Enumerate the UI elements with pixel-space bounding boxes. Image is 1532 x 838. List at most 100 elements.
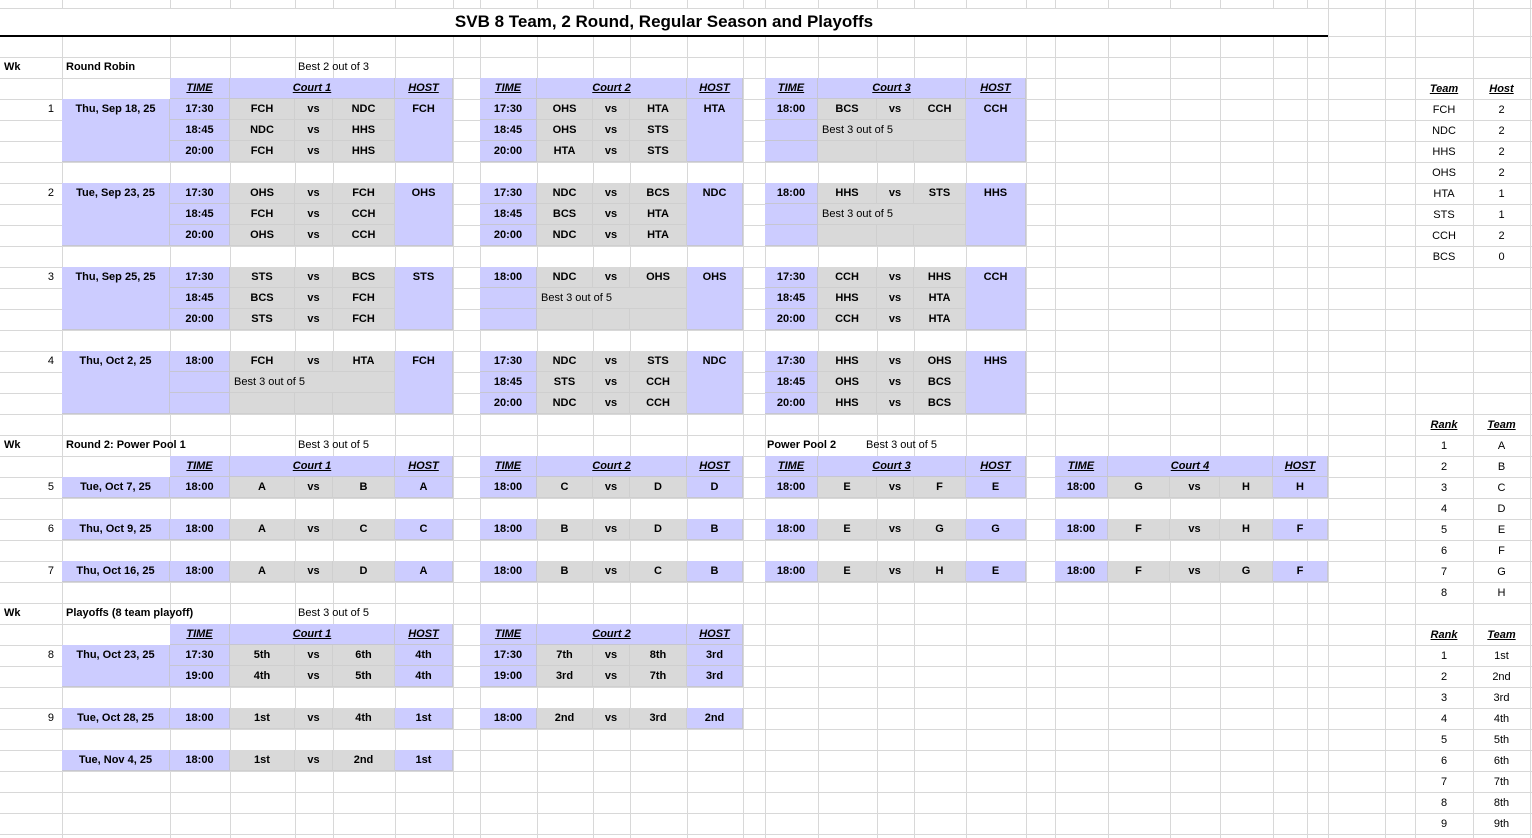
team-cell[interactable]: G: [1220, 561, 1273, 582]
team-cell[interactable]: FCH: [333, 288, 395, 309]
team-cell[interactable]: OHS: [630, 267, 687, 288]
host-cell[interactable]: 1st: [395, 750, 453, 771]
team-cell[interactable]: [537, 309, 593, 330]
team-cell[interactable]: [914, 225, 966, 246]
vs-cell[interactable]: vs: [295, 267, 333, 288]
time-cell[interactable]: 18:00: [765, 519, 818, 540]
vs-cell[interactable]: vs: [593, 666, 630, 687]
side-table-cell[interactable]: 5th: [1493, 733, 1510, 746]
side-table-cell[interactable]: 1: [1498, 208, 1505, 221]
side-table-cell[interactable]: G: [1497, 565, 1506, 578]
vs-cell[interactable]: vs: [593, 708, 630, 729]
team-cell[interactable]: FCH: [333, 309, 395, 330]
time-cell[interactable]: 18:00: [1055, 477, 1108, 498]
time-cell[interactable]: 18:00: [765, 99, 818, 120]
side-table-cell[interactable]: 5: [1440, 733, 1448, 746]
date-cell[interactable]: Thu, Oct 23, 25: [62, 645, 170, 687]
team-cell[interactable]: C: [333, 519, 395, 540]
host-header[interactable]: HOST: [687, 624, 743, 645]
side-table-header[interactable]: Rank: [1430, 628, 1458, 641]
time-cell[interactable]: 18:00: [170, 708, 230, 729]
side-table-cell[interactable]: 4: [1440, 712, 1448, 725]
time-cell[interactable]: 18:00: [1055, 519, 1108, 540]
side-table-cell[interactable]: 3: [1440, 481, 1448, 494]
court-header[interactable]: Court 4: [1108, 456, 1273, 477]
time-cell[interactable]: 17:30: [765, 351, 818, 372]
time-cell[interactable]: 18:45: [480, 204, 537, 225]
vs-cell[interactable]: vs: [295, 351, 333, 372]
vs-cell[interactable]: vs: [295, 666, 333, 687]
vs-cell[interactable]: vs: [1170, 477, 1220, 498]
vs-cell[interactable]: vs: [877, 351, 914, 372]
side-table-cell[interactable]: D: [1497, 502, 1506, 515]
vs-cell[interactable]: vs: [295, 708, 333, 729]
note-cell[interactable]: Best 3 out of 5: [818, 120, 966, 141]
team-cell[interactable]: BCS: [914, 393, 966, 414]
host-header[interactable]: HOST: [395, 78, 453, 99]
team-cell[interactable]: NDC: [537, 393, 593, 414]
time-cell[interactable]: 18:00: [765, 477, 818, 498]
side-table-cell[interactable]: C: [1497, 481, 1506, 494]
date-cell[interactable]: Thu, Sep 25, 25: [62, 267, 170, 330]
time-cell[interactable]: 17:30: [765, 267, 818, 288]
date-cell[interactable]: Tue, Sep 23, 25: [62, 183, 170, 246]
side-table-cell[interactable]: 7: [1440, 775, 1448, 788]
vs-cell[interactable]: vs: [1170, 561, 1220, 582]
vs-cell[interactable]: vs: [593, 99, 630, 120]
vs-cell[interactable]: vs: [295, 519, 333, 540]
team-cell[interactable]: 3rd: [537, 666, 593, 687]
host-cell[interactable]: CCH: [966, 99, 1026, 162]
vs-cell[interactable]: vs: [877, 99, 914, 120]
team-cell[interactable]: OHS: [914, 351, 966, 372]
time-cell[interactable]: [170, 372, 230, 393]
team-cell[interactable]: D: [630, 519, 687, 540]
side-table-cell[interactable]: 9: [1440, 817, 1448, 830]
vs-cell[interactable]: vs: [593, 477, 630, 498]
side-table-cell[interactable]: 1: [1498, 187, 1505, 200]
team-cell[interactable]: D: [333, 561, 395, 582]
side-table-header[interactable]: Team: [1487, 628, 1516, 641]
team-cell[interactable]: HTA: [914, 309, 966, 330]
team-cell[interactable]: 7th: [537, 645, 593, 666]
time-cell[interactable]: 20:00: [170, 141, 230, 162]
team-cell[interactable]: OHS: [230, 225, 295, 246]
team-cell[interactable]: D: [630, 477, 687, 498]
team-cell[interactable]: 1st: [230, 750, 295, 771]
host-header[interactable]: HOST: [687, 78, 743, 99]
team-cell[interactable]: B: [333, 477, 395, 498]
time-cell[interactable]: 18:45: [765, 288, 818, 309]
vs-cell[interactable]: vs: [1170, 519, 1220, 540]
time-cell[interactable]: 18:00: [170, 750, 230, 771]
vs-cell[interactable]: vs: [593, 141, 630, 162]
court-header[interactable]: Court 1: [230, 456, 395, 477]
time-header[interactable]: TIME: [170, 456, 230, 477]
host-cell[interactable]: H: [1273, 477, 1328, 498]
team-cell[interactable]: 2nd: [333, 750, 395, 771]
side-table-cell[interactable]: 3rd: [1493, 691, 1510, 704]
host-header[interactable]: HOST: [966, 456, 1026, 477]
side-table-cell[interactable]: CCH: [1432, 229, 1456, 242]
date-cell[interactable]: Thu, Oct 9, 25: [62, 519, 170, 540]
team-cell[interactable]: BCS: [630, 183, 687, 204]
side-table-cell[interactable]: 1: [1440, 649, 1448, 662]
side-table-cell[interactable]: E: [1497, 523, 1506, 536]
side-table-cell[interactable]: 8: [1440, 796, 1448, 809]
team-cell[interactable]: 4th: [333, 708, 395, 729]
time-cell[interactable]: 18:00: [480, 708, 537, 729]
side-table-cell[interactable]: 2: [1440, 670, 1448, 683]
vs-cell[interactable]: vs: [295, 288, 333, 309]
team-cell[interactable]: C: [537, 477, 593, 498]
team-cell[interactable]: FCH: [230, 99, 295, 120]
vs-cell[interactable]: vs: [295, 120, 333, 141]
team-cell[interactable]: HTA: [537, 141, 593, 162]
time-cell[interactable]: 17:30: [480, 645, 537, 666]
time-cell[interactable]: 18:45: [170, 288, 230, 309]
side-table-cell[interactable]: 2: [1498, 103, 1505, 116]
side-table-cell[interactable]: HHS: [1432, 145, 1456, 158]
time-cell[interactable]: 17:30: [480, 183, 537, 204]
team-cell[interactable]: BCS: [537, 204, 593, 225]
host-cell[interactable]: 3rd: [687, 666, 743, 687]
team-cell[interactable]: HTA: [630, 225, 687, 246]
time-cell[interactable]: 17:30: [170, 183, 230, 204]
time-header[interactable]: TIME: [170, 78, 230, 99]
